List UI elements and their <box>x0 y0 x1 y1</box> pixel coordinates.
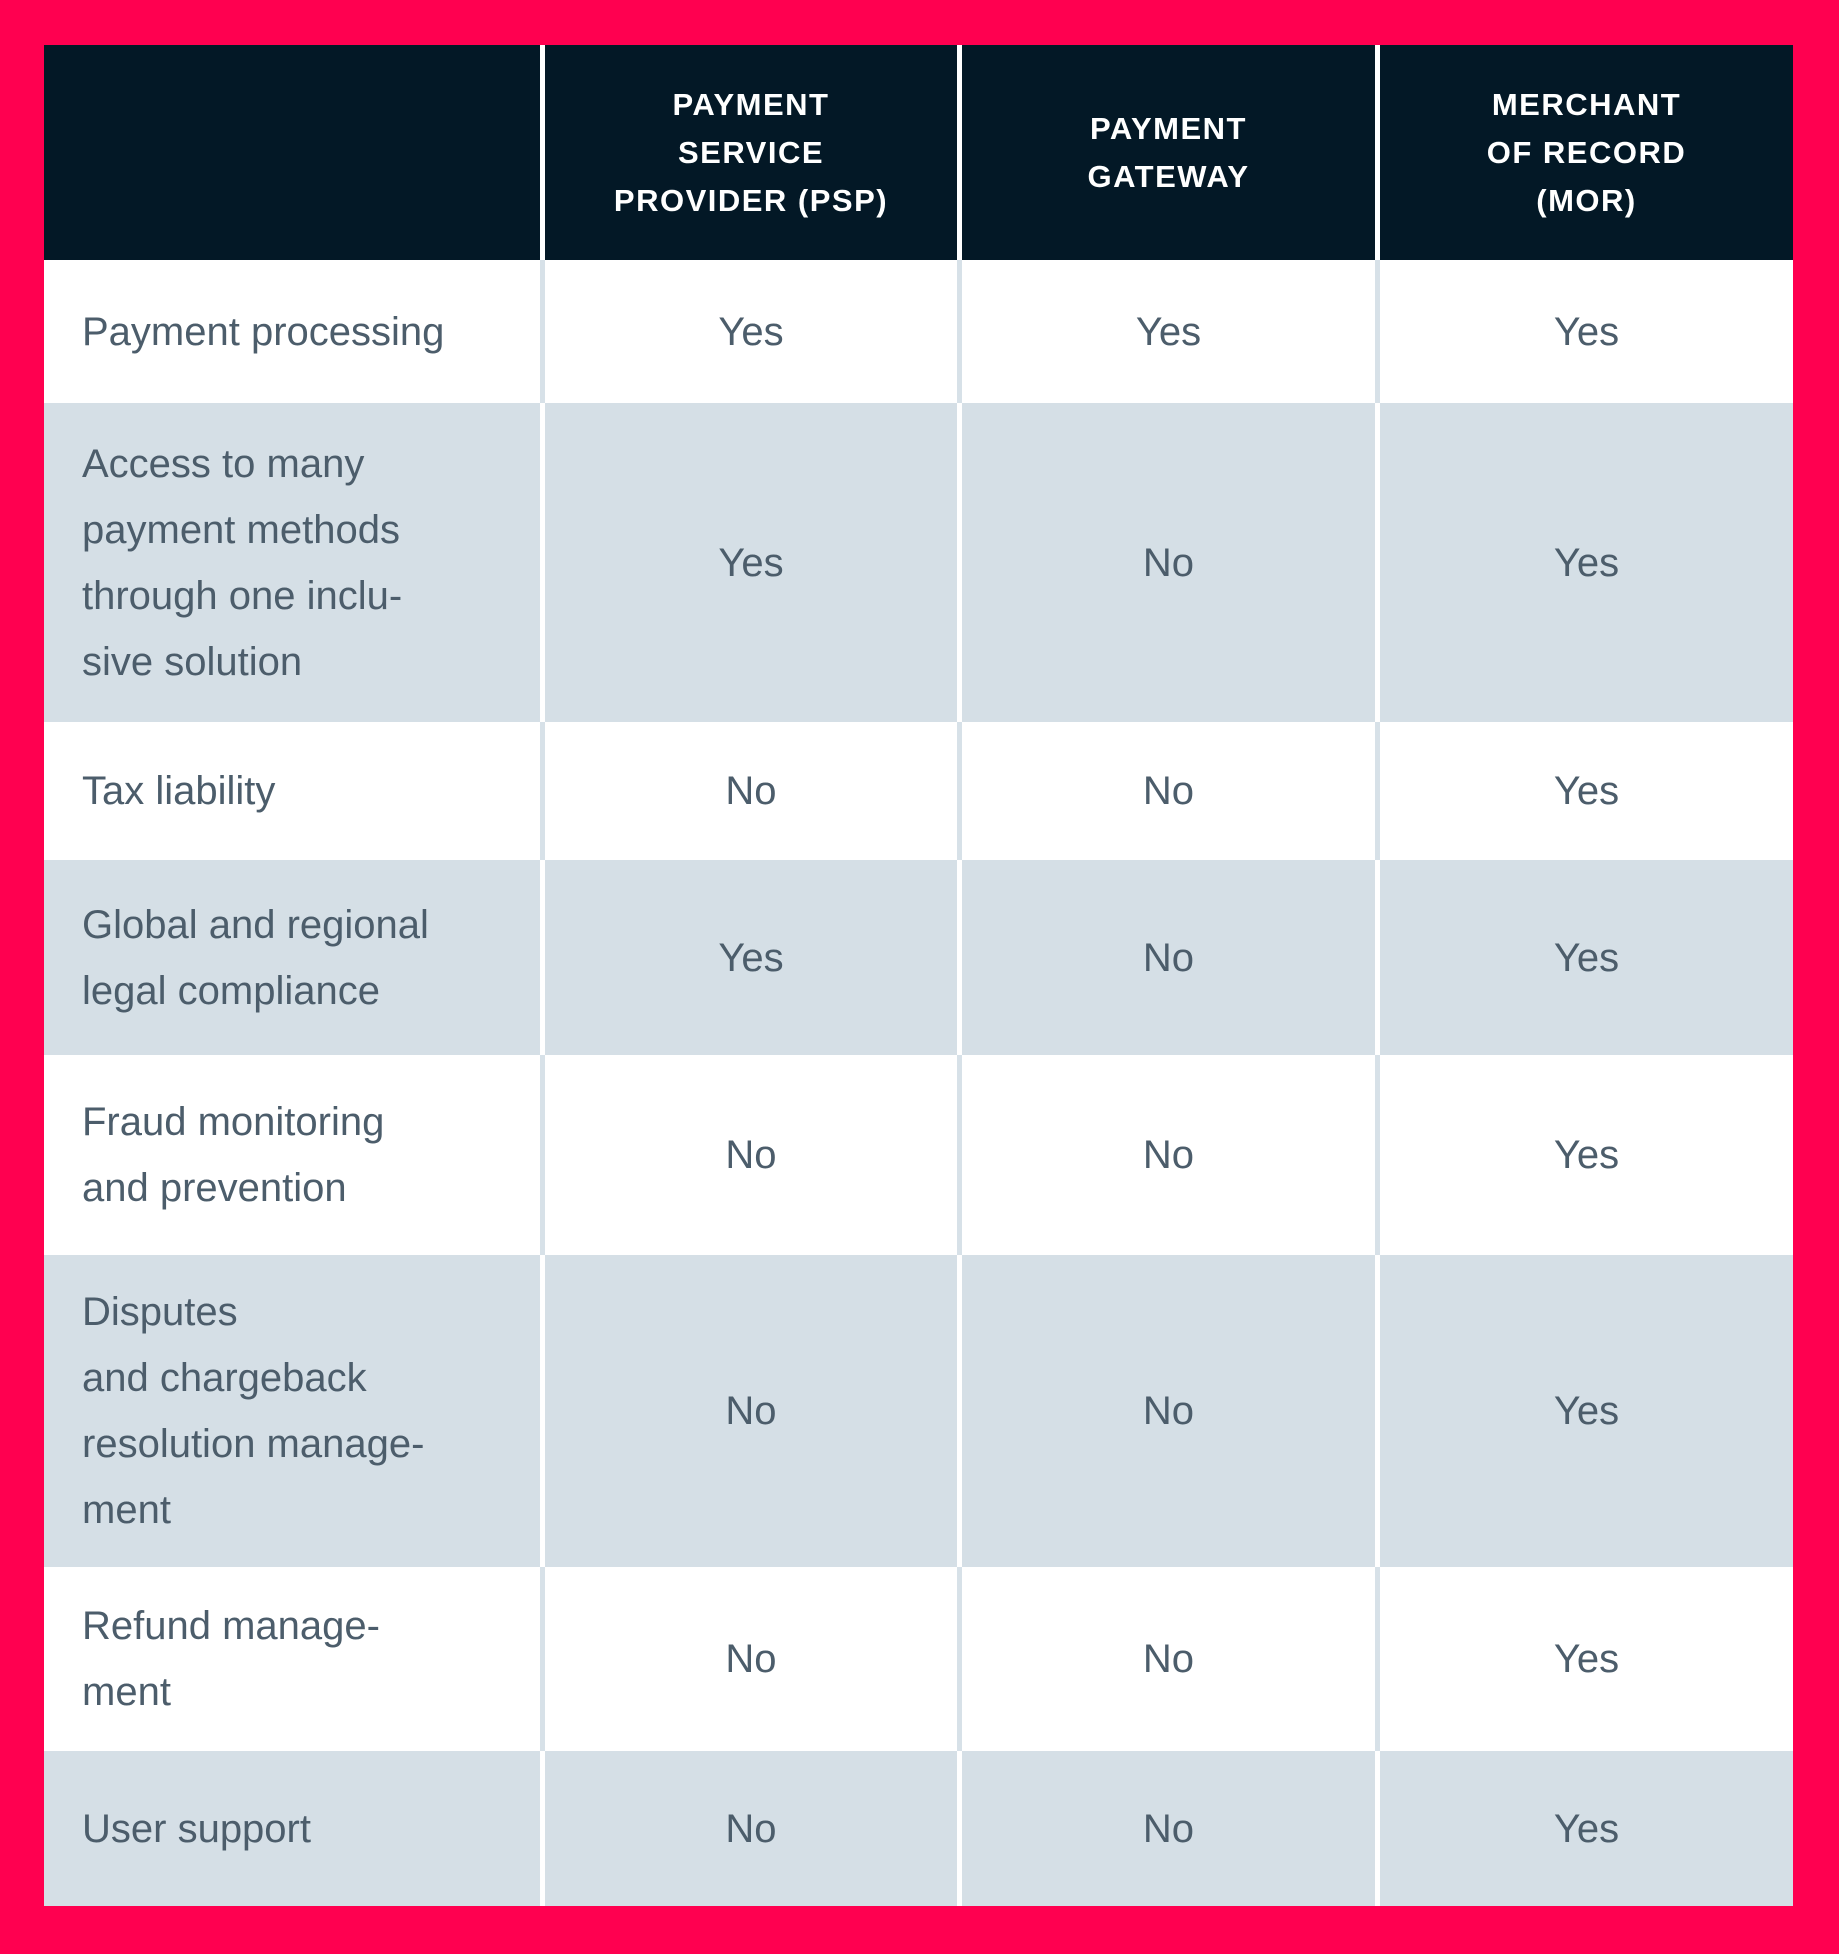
header-cell-gateway: PAYMENT GATEWAY <box>962 45 1380 260</box>
value-cell: No <box>962 403 1380 722</box>
value-cell: No <box>962 722 1380 860</box>
table-frame: PAYMENT SERVICE PROVIDER (PSP) PAYMENT G… <box>44 45 1793 1906</box>
value-cell: Yes <box>1380 260 1793 403</box>
value-cell: No <box>962 1567 1380 1751</box>
value-cell: No <box>962 1255 1380 1567</box>
value-cell: Yes <box>1380 722 1793 860</box>
value-cell: Yes <box>1380 1055 1793 1255</box>
feature-label: Disputes and chargeback resolution manag… <box>44 1255 545 1567</box>
feature-label: User support <box>44 1751 545 1906</box>
feature-label: Global and regional legal compliance <box>44 860 545 1055</box>
value-cell: Yes <box>545 403 962 722</box>
value-cell: Yes <box>1380 1567 1793 1751</box>
value-cell: No <box>962 1751 1380 1906</box>
value-cell: Yes <box>1380 1751 1793 1906</box>
value-cell: Yes <box>545 860 962 1055</box>
feature-label: Fraud monitoring and prevention <box>44 1055 545 1255</box>
comparison-table: PAYMENT SERVICE PROVIDER (PSP) PAYMENT G… <box>44 45 1793 1906</box>
header-cell-empty <box>44 45 545 260</box>
header-cell-psp: PAYMENT SERVICE PROVIDER (PSP) <box>545 45 962 260</box>
value-cell: No <box>545 722 962 860</box>
feature-label: Payment processing <box>44 260 545 403</box>
value-cell: No <box>962 860 1380 1055</box>
value-cell: No <box>545 1055 962 1255</box>
value-cell: No <box>962 1055 1380 1255</box>
feature-label: Access to many payment methods through o… <box>44 403 545 722</box>
feature-label: Refund manage- ment <box>44 1567 545 1751</box>
value-cell: No <box>545 1567 962 1751</box>
feature-label: Tax liability <box>44 722 545 860</box>
header-cell-mor: MERCHANT OF RECORD (MOR) <box>1380 45 1793 260</box>
value-cell: Yes <box>1380 860 1793 1055</box>
value-cell: Yes <box>1380 1255 1793 1567</box>
value-cell: No <box>545 1255 962 1567</box>
value-cell: Yes <box>1380 403 1793 722</box>
value-cell: Yes <box>545 260 962 403</box>
value-cell: No <box>545 1751 962 1906</box>
value-cell: Yes <box>962 260 1380 403</box>
